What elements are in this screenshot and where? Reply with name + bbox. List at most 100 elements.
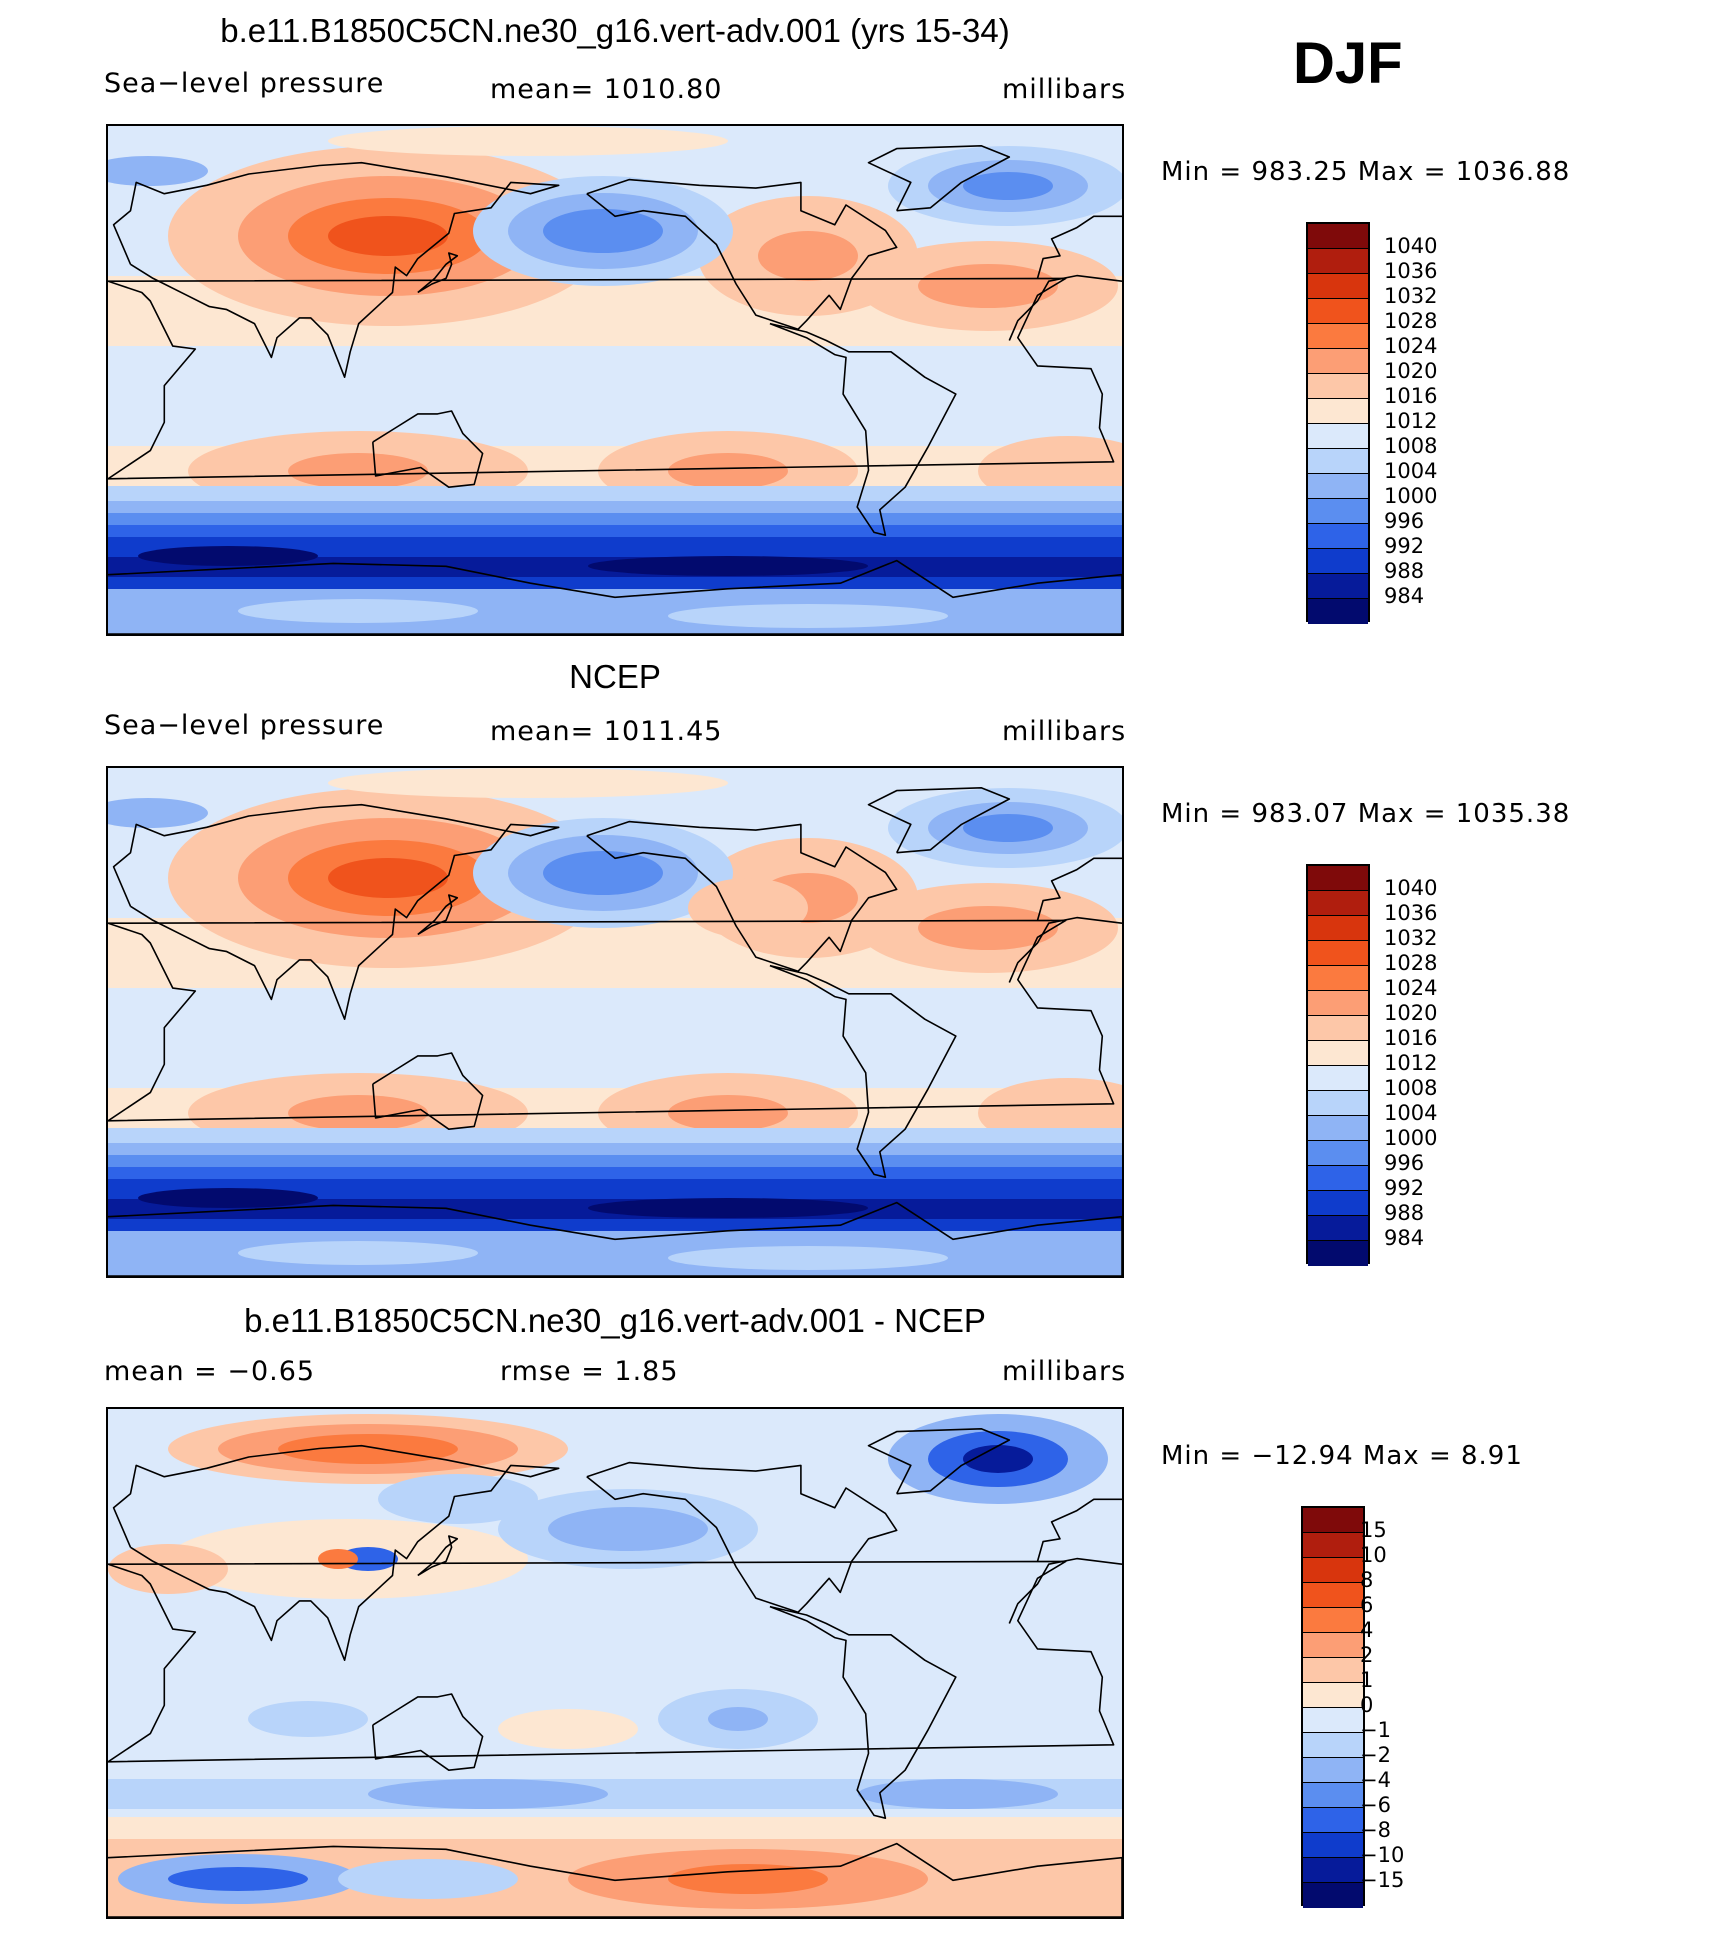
colorbar-tick-label: 8 xyxy=(1360,1568,1374,1592)
negative-anomaly xyxy=(858,1779,1058,1809)
coastline xyxy=(112,161,560,378)
positive-anomaly xyxy=(498,1709,638,1749)
siberian-high xyxy=(328,216,448,256)
negative-anomaly xyxy=(548,1507,708,1551)
colorbar-swatch xyxy=(1308,274,1368,299)
coastline xyxy=(417,894,459,936)
colorbar-tick-label: −6 xyxy=(1360,1793,1391,1817)
southern-ocean-band xyxy=(108,525,1122,537)
colorbar-swatch xyxy=(1308,549,1368,574)
colorbar-tick-label: 1036 xyxy=(1384,259,1438,283)
antarctic-fill xyxy=(238,599,478,623)
colorbar-swatch xyxy=(1308,1141,1368,1166)
colorbar-tick-label: −1 xyxy=(1360,1718,1391,1742)
colorbar-swatch xyxy=(1308,1116,1368,1141)
colorbar-tick-label: 988 xyxy=(1384,1201,1425,1225)
colorbar-swatch xyxy=(1308,966,1368,991)
negative-anomaly xyxy=(338,1859,518,1899)
colorbar-tick-label: 1036 xyxy=(1384,901,1438,925)
colorbar-tick-label: −2 xyxy=(1360,1743,1391,1767)
icelandic-low xyxy=(963,814,1053,842)
colorbar-swatch xyxy=(1303,1808,1363,1833)
contour-fill xyxy=(108,768,1122,1276)
colorbar-tick-label: 1040 xyxy=(1384,234,1438,258)
season-label: DJF xyxy=(1293,31,1403,96)
colorbar-tick-label: 10 xyxy=(1360,1543,1387,1567)
colorbar-swatch xyxy=(1303,1658,1363,1683)
difference-map xyxy=(106,1407,1124,1919)
colorbar-tick-label: 1 xyxy=(1360,1668,1374,1692)
model-slp-map xyxy=(106,124,1124,636)
coastline xyxy=(1036,215,1122,279)
colorbar-tick-label: 0 xyxy=(1360,1693,1374,1717)
coastline xyxy=(417,252,459,294)
colorbar-tick-label: −10 xyxy=(1360,1843,1405,1867)
colorbar-tick-label: 1020 xyxy=(1384,1001,1438,1025)
coastline xyxy=(112,1444,560,1661)
southern-ocean-band xyxy=(108,537,1122,557)
colorbar-tick-label: −15 xyxy=(1360,1868,1405,1892)
coastline xyxy=(769,964,957,1179)
colorbar-swatch xyxy=(1303,1758,1363,1783)
panel-1-colorbar xyxy=(1306,222,1370,624)
high-pressure-blob xyxy=(668,1095,788,1131)
high-pressure-blob xyxy=(288,1095,428,1131)
coastlines xyxy=(108,786,1122,1276)
positive-anomaly xyxy=(668,1864,828,1894)
colorbar-swatch xyxy=(1308,574,1368,599)
panel-1-mean-label: mean= 1010.80 xyxy=(490,74,723,105)
map-canvas xyxy=(108,768,1122,1276)
negative-anomaly xyxy=(168,1867,308,1891)
coastline xyxy=(867,1427,1011,1495)
colorbar-swatch xyxy=(1308,1216,1368,1241)
coastline xyxy=(1036,1498,1122,1562)
colorbar-tick-label: 988 xyxy=(1384,559,1425,583)
southern-ocean-band xyxy=(108,1143,1122,1155)
colorbar-tick-label: 1032 xyxy=(1384,284,1438,308)
panel-1-units-label: millibars xyxy=(1002,74,1127,105)
coastline xyxy=(1008,274,1122,341)
colorbar-swatch xyxy=(1303,1783,1363,1808)
panel-1-title: b.e11.B1850C5CN.ne30_g16.vert-adv.001 (y… xyxy=(220,12,1010,49)
coastline xyxy=(586,178,898,330)
arctic-high xyxy=(328,126,728,156)
colorbar-tick-label: 1000 xyxy=(1384,1126,1438,1150)
colorbar-swatch xyxy=(1308,524,1368,549)
coastline xyxy=(108,1560,1115,1763)
coastline xyxy=(867,786,1011,854)
panel-2-mean-label: mean= 1011.45 xyxy=(490,716,723,747)
arctic-low xyxy=(108,798,208,828)
colorbar-swatch xyxy=(1308,891,1368,916)
contour-fill xyxy=(108,1409,1122,1917)
colorbar-tick-label: 1028 xyxy=(1384,951,1438,975)
aleutian-low xyxy=(543,209,663,253)
panel-3-mean-label: mean = −0.65 xyxy=(104,1356,316,1387)
coastline xyxy=(867,144,1011,212)
southern-ocean-band xyxy=(108,1179,1122,1199)
panel-3-colorbar xyxy=(1301,1506,1365,1908)
coastline xyxy=(108,277,1115,480)
map-canvas xyxy=(108,1409,1122,1917)
deep-low xyxy=(138,1188,318,1208)
colorbar-tick-label: 2 xyxy=(1360,1643,1374,1667)
panel-2-title: NCEP xyxy=(569,658,661,695)
colorbar-tick-label: 1012 xyxy=(1384,409,1438,433)
colorbar-tick-label: 1020 xyxy=(1384,359,1438,383)
map-canvas xyxy=(108,126,1122,634)
colorbar-swatch xyxy=(1308,991,1368,1016)
colorbar-tick-label: 992 xyxy=(1384,1176,1425,1200)
panel-3-title: b.e11.B1850C5CN.ne30_g16.vert-adv.001 - … xyxy=(244,1302,986,1339)
colorbar-swatch xyxy=(1303,1583,1363,1608)
coastline xyxy=(769,322,957,537)
arctic-low xyxy=(108,156,208,186)
colorbar-swatch xyxy=(1308,941,1368,966)
coastline xyxy=(1008,1557,1122,1624)
negative-anomaly xyxy=(248,1701,368,1737)
southern-ocean-band xyxy=(108,1155,1122,1167)
ncep-slp-map xyxy=(106,766,1124,1278)
colorbar-swatch xyxy=(1308,866,1368,891)
coastline xyxy=(108,1842,1122,1917)
colorbar-tick-label: 1008 xyxy=(1384,1076,1438,1100)
arctic-high xyxy=(328,768,728,798)
colorbar-swatch xyxy=(1308,1166,1368,1191)
